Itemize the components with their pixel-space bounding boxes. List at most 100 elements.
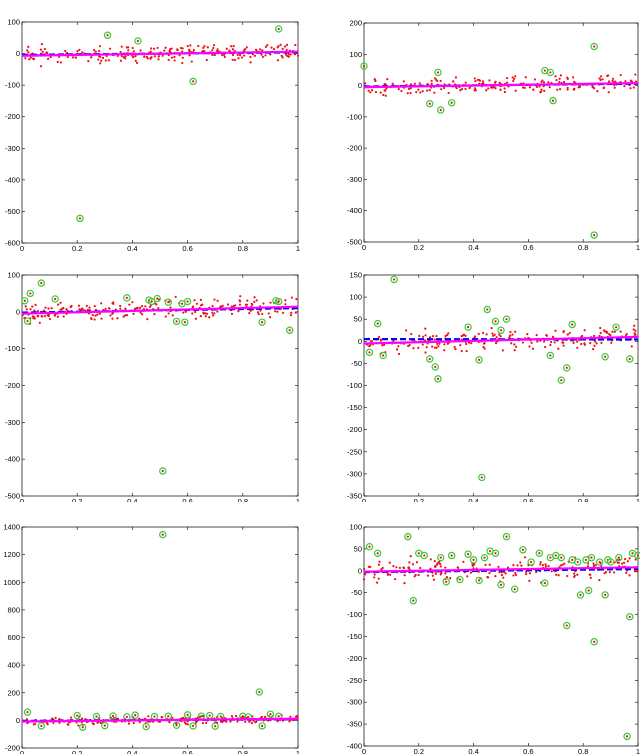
inlier-point [157,55,160,58]
inlier-point [483,347,486,350]
y-tick-label: -400 [347,206,362,215]
inlier-point [412,347,415,350]
robust-fit-line [21,305,299,315]
outlier-point [614,326,618,329]
inlier-point [256,311,260,314]
inlier-point [69,716,73,719]
inlier-point [474,80,477,83]
inlier-point [509,330,512,334]
inlier-point [592,564,596,567]
inlier-point [258,48,262,51]
inlier-point [500,574,503,577]
inlier-point [559,74,562,77]
inlier-point [157,307,160,310]
inlier-point [557,574,560,577]
inlier-point [623,561,626,564]
inlier-point [632,86,635,89]
outlier-ring [286,326,294,334]
outlier-ring [615,553,623,562]
outlier-point [587,589,590,592]
x-tick-label: 0.2 [414,243,424,251]
inlier-point [203,45,206,48]
inlier-point [501,349,504,352]
outlier-point [261,724,264,727]
inlier-point [87,60,90,63]
inlier-point [592,562,595,565]
inlier-point [477,570,480,573]
outlier-point [617,556,620,559]
inlier-point [181,61,184,65]
inlier-point [204,314,207,318]
outlier-point [186,300,189,303]
inlier-point [617,561,620,564]
inlier-point [626,560,630,563]
inlier-point [257,312,260,316]
outlier-point [150,300,153,303]
outlier-ring [568,320,576,329]
outlier-point [631,552,634,555]
inlier-point [611,77,615,80]
inlier-point [221,304,224,307]
inlier-point [226,303,230,306]
outlier-point [554,554,557,557]
inlier-point [607,74,610,77]
chart-panel-middle-left: 0 0.2 0.4 0.6 0.8 1 -500 -400 -300 -200 -100 0 100 [5,271,300,503]
inlier-point [434,78,438,81]
inlier-point [439,563,442,566]
inlier-point [601,78,604,81]
inlier-point [181,50,184,53]
inlier-point [74,56,77,59]
inlier-point [281,47,284,50]
inlier-point [488,571,491,575]
outlier-ring [595,558,604,566]
outlier-point [376,552,379,555]
outlier-ring [475,576,483,585]
inlier-point [540,88,543,91]
outlier-point [565,366,568,369]
inlier-point [277,45,280,48]
outlier-point [593,234,596,237]
outlier-point [579,593,582,596]
inlier-point [460,88,464,91]
inlier-point [514,573,518,577]
outlier-point [214,725,217,728]
inlier-point [90,317,93,321]
inlier-point [195,302,199,305]
inlier-point [66,55,69,59]
y-tick-label: 1000 [3,578,20,587]
inlier-point [119,304,122,308]
inlier-point [488,563,491,566]
inlier-point [59,308,62,311]
inlier-point [612,571,616,574]
inlier-point [31,315,34,318]
inlier-point [405,329,408,332]
inlier-point [108,307,111,310]
y-tick-label: -250 [347,676,362,685]
inlier-point [234,714,238,718]
outlier-point [54,297,57,301]
inlier-point [506,566,510,569]
outlier-point [183,321,186,324]
outlier-ring [626,355,634,363]
inlier-point [630,345,633,348]
inlier-point [203,50,206,53]
inlier-point [202,46,205,49]
inlier-point [559,88,562,91]
inlier-point [152,47,156,50]
inlier-point [243,49,246,52]
outlier-point [499,329,503,332]
inlier-point [491,332,494,335]
inlier-point [211,49,214,52]
inlier-point [81,51,84,54]
y-tick-label: -200 [5,112,20,121]
inlier-point [283,45,287,48]
inlier-point [431,335,435,338]
inlier-point [417,88,420,91]
outlier-point [549,354,552,357]
inlier-point [593,340,597,343]
inlier-point [382,93,385,97]
inlier-point [268,316,272,319]
y-tick-label: -100 [347,112,362,121]
inlier-point [484,563,487,566]
inlier-point [244,303,247,306]
